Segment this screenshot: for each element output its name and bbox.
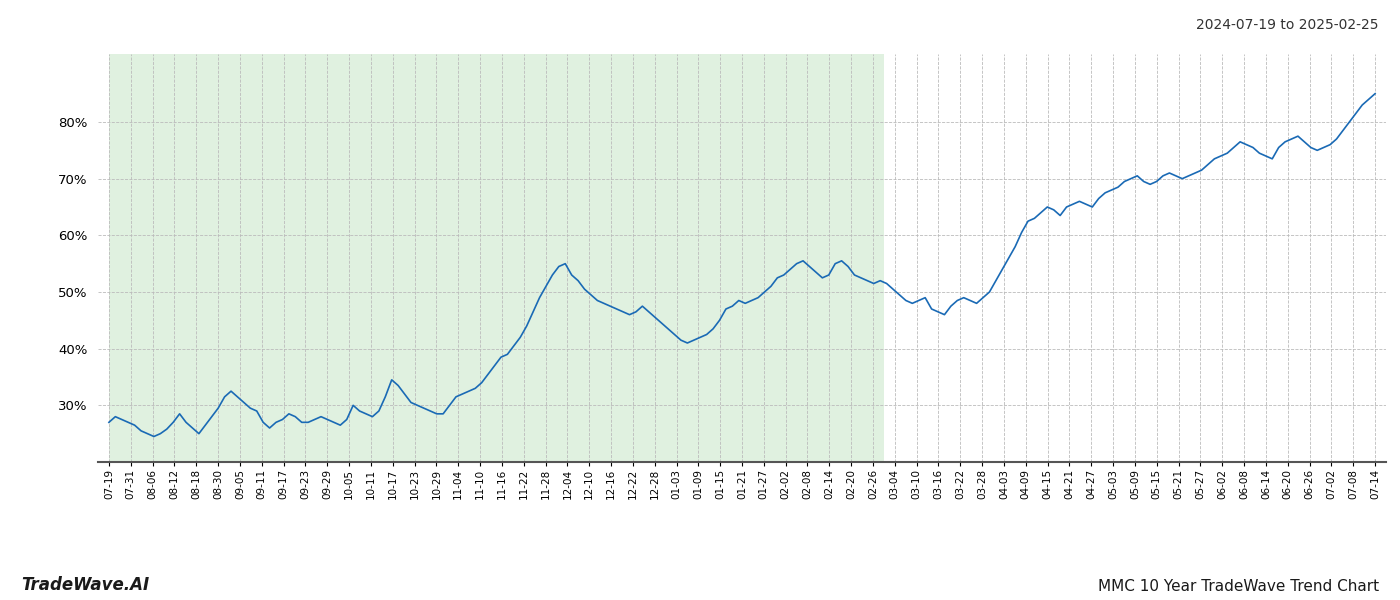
Text: MMC 10 Year TradeWave Trend Chart: MMC 10 Year TradeWave Trend Chart bbox=[1098, 579, 1379, 594]
Bar bbox=[109, 54, 883, 462]
Text: TradeWave.AI: TradeWave.AI bbox=[21, 576, 150, 594]
Text: 2024-07-19 to 2025-02-25: 2024-07-19 to 2025-02-25 bbox=[1197, 18, 1379, 32]
